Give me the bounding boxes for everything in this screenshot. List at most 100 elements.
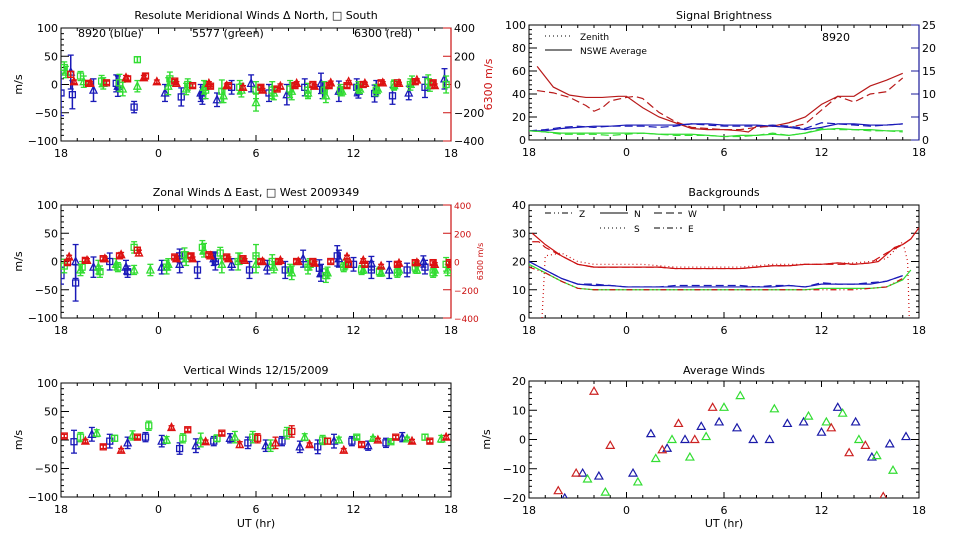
data-point-square [353,433,361,441]
x-tick-label: 12 [347,324,361,337]
data-point-triangle [118,83,128,93]
data-point-square [224,81,233,90]
x-tick-label: 6 [253,503,260,516]
series-5577 [61,55,450,112]
y-axis-label: m/s [12,251,25,271]
data-point-triangle [287,85,297,95]
data-point-triangle [246,77,256,88]
wavelength-label: 8920 (blue) [78,27,142,40]
data-point-square [349,260,358,268]
y-axis-label: m/s [480,429,493,449]
data-point-triangle [303,87,313,97]
data-point-triangle [160,87,170,97]
data-point-square [357,440,366,449]
data-point-triangle [376,267,386,277]
x-tick-label: 12 [815,146,829,159]
chart-title: Zonal Winds Δ East, □ West 2009349 [153,186,360,199]
data-point-triangle [322,267,333,277]
data-point-triangle [718,402,730,411]
data-point-triangle [218,90,229,100]
data-point-square [327,257,335,266]
data-point-triangle [887,465,899,474]
legend-label: Z [579,210,585,220]
x-tick-label: 12 [347,503,361,516]
data-point-triangle [412,257,422,267]
data-point-triangle [292,77,302,88]
x-axis-label: UT (hr) [237,517,275,530]
data-point-square [314,443,322,451]
data-point-triangle [251,97,261,107]
x-tick-label: 6 [253,147,260,160]
y-tick-label: 10 [512,284,526,297]
data-point-square [61,432,68,440]
data-point-triangle [188,253,198,263]
data-point-triangle [205,250,216,260]
data-point-triangle [860,440,871,449]
data-point-triangle [230,431,240,441]
data-point-triangle [339,444,349,454]
x-tick-label: 18 [522,504,536,517]
plot-area [61,420,451,455]
data-point-triangle [662,443,673,452]
data-point-triangle [171,253,181,263]
x-tick-label: 0 [155,324,162,337]
series-5577 [582,390,899,496]
data-point-square [68,91,77,99]
data-point-triangle [394,257,404,267]
x-tick-label: 12 [815,504,829,517]
data-point-triangle [404,87,414,97]
y-tick-label: 100 [37,377,58,390]
y-tick-label: 0 [51,434,58,447]
data-point-triangle [879,491,888,498]
x-tick-label: 6 [721,324,728,337]
data-point-triangle [561,492,568,498]
data-point-triangle [588,386,600,395]
y2-tick-label: 0 [922,134,929,147]
data-point-square [61,89,65,97]
data-point-triangle [261,440,271,450]
data-point-triangle [701,431,712,441]
data-point-square [426,437,434,445]
y-tick-label: −100 [28,491,58,504]
data-point-triangle [358,264,368,274]
data-point-triangle [116,444,126,454]
data-point-square [145,422,153,430]
data-point-triangle [295,441,305,451]
y-tick-label: 100 [505,19,526,32]
x-tick-label: 18 [54,324,68,337]
chart-title: Backgrounds [688,186,760,199]
y2-tick-label: 10 [922,88,936,101]
data-point-square [367,266,376,274]
data-point-square [179,434,187,442]
x-tick-label: 0 [155,503,162,516]
data-point-triangle [163,258,173,268]
chart-zonal: Zonal Winds Δ East, □ West 2009349 18 0 6 12… [12,186,485,337]
data-point-triangle [157,435,167,445]
chart-title: Average Winds [683,364,765,377]
data-point-triangle [262,261,272,271]
data-point-triangle [853,434,864,444]
data-point-triangle [298,253,308,263]
data-point-triangle [337,85,347,95]
data-point-triangle [821,416,832,426]
data-point-triangle [64,251,74,261]
series-line-6300-S [541,240,910,318]
y2-axis-label: 6300 m/s [482,58,495,110]
data-point-triangle [87,428,97,438]
data-point-triangle [199,244,209,254]
data-point-triangle [355,83,365,93]
y-tick-label: 40 [512,88,526,101]
data-point-square [130,103,138,111]
data-point-triangle [326,77,336,87]
data-point-triangle [166,422,177,432]
data-point-triangle [443,264,451,274]
data-point-triangle [714,416,725,426]
y-tick-label: 60 [512,65,526,78]
data-point-triangle [430,80,440,90]
series-line-8920-W [529,260,903,288]
data-point-triangle [270,437,281,447]
series-line-6300-NSWE [536,66,903,133]
data-point-triangle [871,450,882,460]
data-point-square [133,55,142,64]
y-tick-label: 30 [512,227,526,240]
